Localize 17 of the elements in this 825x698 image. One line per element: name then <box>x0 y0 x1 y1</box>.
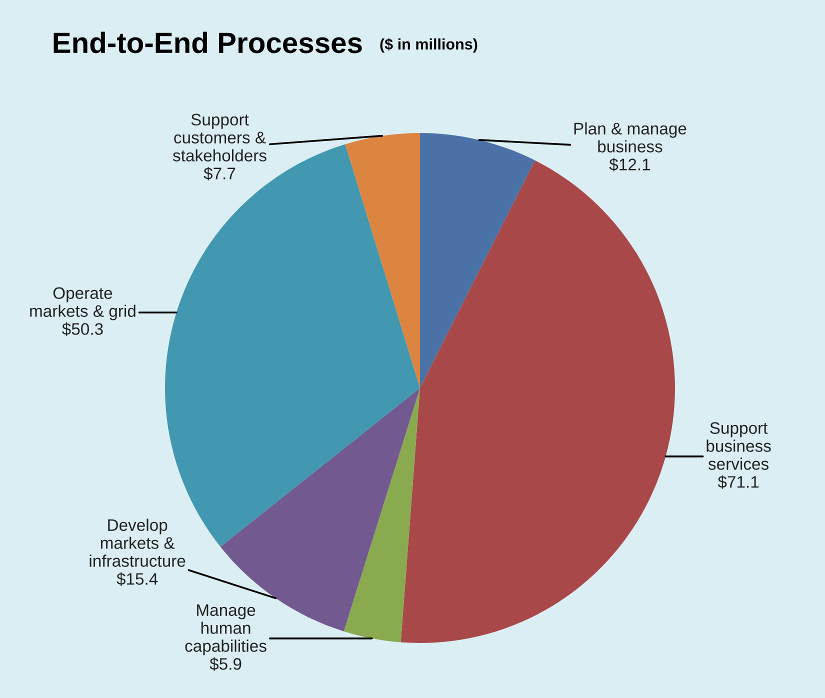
data-label: $7.7 <box>204 166 236 180</box>
slice-label: Manage human capabilities <box>185 604 266 656</box>
data-label: $15.4 <box>116 572 158 586</box>
slice-label: Operate markets & grid <box>30 287 136 320</box>
slice-label: Plan & manage business <box>574 122 686 152</box>
chart-subtitle: ($ in millions) <box>380 38 478 53</box>
slice-label: Develop markets & infrastructure <box>90 518 186 567</box>
pie-slice <box>344 388 420 642</box>
data-label: $5.9 <box>210 657 242 671</box>
slice-label: Support customers & stakeholders <box>172 114 266 162</box>
data-label: $12.1 <box>609 158 650 172</box>
chart-title: End-to-End Processes <box>54 32 362 54</box>
pie-slice <box>345 133 420 388</box>
slice-label: Support business services <box>706 422 771 470</box>
data-label: $71.1 <box>718 475 759 489</box>
pie-slice <box>420 133 535 388</box>
data-label: $50.3 <box>62 322 103 336</box>
